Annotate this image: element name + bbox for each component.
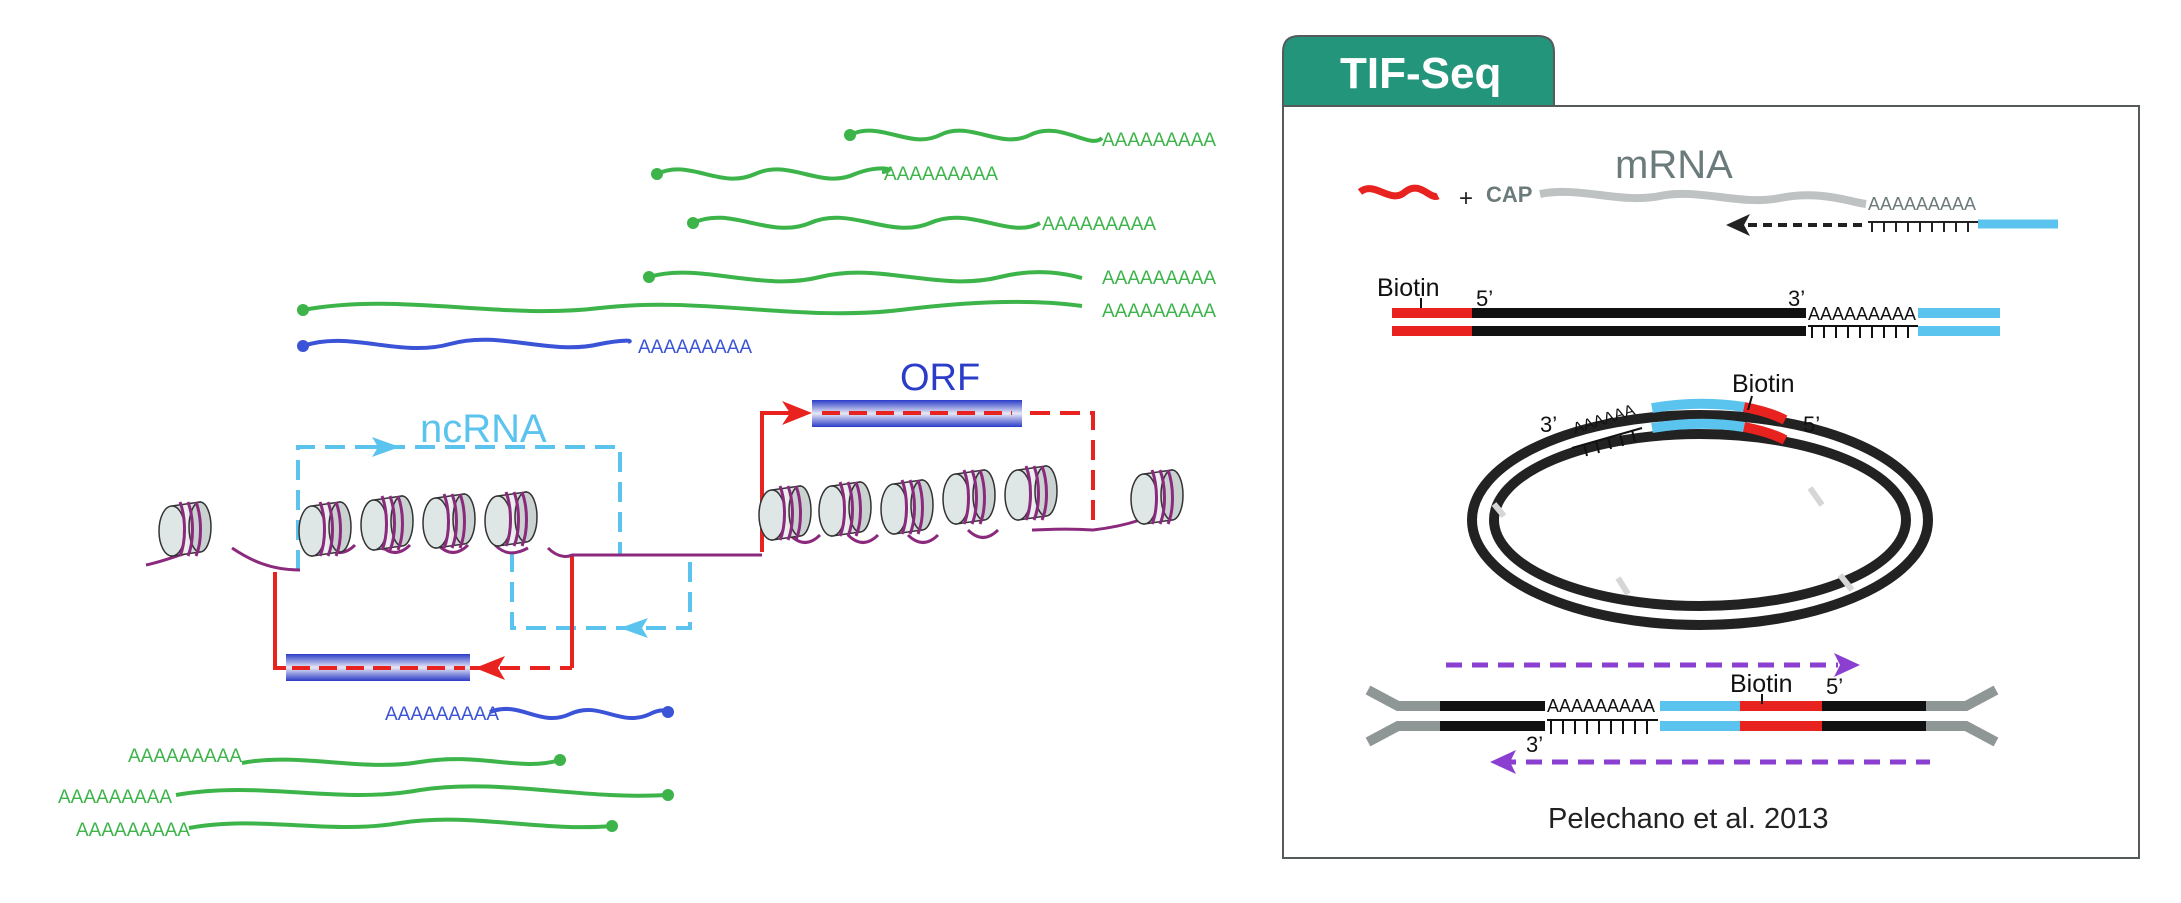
nucleosome: [298, 501, 352, 557]
ncrna-region: [296, 437, 692, 638]
orf-gene-lower: [286, 654, 470, 681]
polyA-tail: AAAAAAAAA: [1102, 130, 1216, 151]
citation: Pelechano et al. 2013: [1548, 803, 1829, 835]
sense-transcript-3: [687, 215, 1041, 230]
biotin-label: Biotin: [1730, 670, 1793, 698]
nucleosome: [818, 481, 872, 537]
nucleosome: [1130, 469, 1184, 525]
ncrna-label: ncRNA: [420, 407, 547, 451]
nucleosome: [1004, 465, 1058, 521]
three-prime-label: 3’: [1526, 732, 1543, 757]
panel-title: TIF-Seq: [1340, 49, 1501, 98]
panel-header-tab: [1282, 35, 1555, 107]
nucleosome: [158, 501, 212, 557]
five-prime-label: 5’: [1826, 674, 1843, 699]
nucleosome: [484, 491, 538, 547]
polyA-tail: AAAAAAAAA: [1547, 696, 1655, 716]
sense-transcripts: [297, 128, 1104, 316]
nucleosome: [880, 479, 934, 535]
polyA-tail: AAAAAAAAA: [76, 820, 190, 841]
antisense-transcript-bottom: AAAAAAAAA: [385, 704, 674, 725]
cap-label: CAP: [1486, 182, 1532, 207]
three-prime-label: 3’: [1788, 286, 1805, 311]
polyA-tail: AAAAAAAAA: [128, 746, 242, 767]
polyA-tail: AAAAAAAAA: [385, 704, 499, 725]
orf-gene-upper: [812, 400, 1022, 427]
step-3-circularized-cdna: Biotin 3’ 5’ AAAAAA: [1467, 370, 1933, 630]
sense-transcript-2: [651, 166, 891, 181]
polyA-tail: AAAAAAAAA: [58, 787, 172, 808]
sense-transcript-8: [188, 817, 618, 832]
step-2-full-length-cdna: Biotin 5’ 3’ AAAAAAAAA: [1377, 274, 2000, 338]
sense-transcript-1: [844, 128, 1104, 143]
polyA-tail: AAAAAAAAA: [1102, 301, 1216, 322]
nucleosome: [422, 493, 476, 549]
polyA-tail: AAAAAAAAA: [1808, 304, 1916, 324]
sense-transcript-4: [643, 270, 1083, 284]
polyA-tail: AAAAAAAAA: [638, 337, 752, 358]
polyA-tail: AAAAAAAAA: [884, 164, 998, 185]
sense-transcripts-bottom: [175, 754, 674, 832]
sense-transcript-6: [241, 754, 566, 767]
sense-polyA-tails: AAAAAAAAA AAAAAAAAA AAAAAAAAA AAAAAAAAA …: [884, 130, 1216, 322]
oligo-dT-primer: [1868, 221, 1978, 232]
tif-seq-panel: TIF-Seq + CAP mRNA AAAAAAAAA Biotin: [1282, 35, 2140, 859]
polyA-tail: AAAAAAAAA: [1102, 268, 1216, 289]
five-prime-label: 5’: [1803, 412, 1820, 437]
three-prime-label: 3’: [1540, 412, 1557, 437]
step-1-capped-mrna: + CAP mRNA AAAAAAAAA: [1357, 143, 2058, 236]
chromatin-fiber: [145, 518, 1141, 572]
polyA-tail: AAAAAAAAA: [1868, 194, 1976, 214]
antisense-transcript-top: AAAAAAAAA: [297, 337, 752, 358]
nucleosome: [360, 495, 414, 551]
nucleosome: [758, 485, 812, 541]
nucleosome: [942, 469, 996, 525]
biotin-label: Biotin: [1732, 370, 1795, 398]
orf-label: ORF: [900, 357, 980, 399]
plus-sign: +: [1459, 185, 1473, 212]
five-prime-label: 5’: [1476, 286, 1493, 311]
step-4-paired-end-library: AAAAAAAAA Biotin 5’ 3’: [1365, 653, 1999, 774]
polyA-tail: AAAAAAAAA: [1042, 214, 1156, 235]
sense-transcript-5: [297, 299, 1083, 316]
nucleosomes: [158, 465, 1184, 557]
biotin-label: Biotin: [1377, 274, 1440, 302]
sense-transcript-7: [175, 784, 674, 801]
mrna-label: mRNA: [1615, 143, 1733, 187]
